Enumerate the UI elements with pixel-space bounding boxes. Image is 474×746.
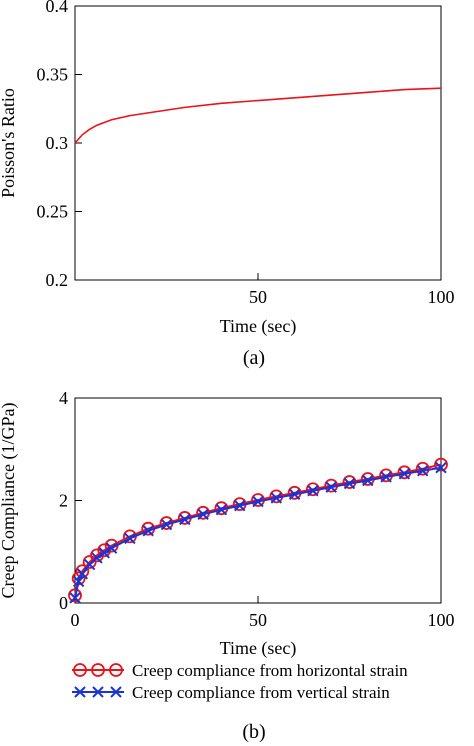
data-point [91,552,103,564]
data-point [252,495,264,508]
data-point [416,465,429,477]
data-point [76,568,89,580]
y-tick-label: 0.2 [46,270,69,290]
data-point [215,504,228,516]
data-point [398,468,411,480]
legend-entry: Creep compliance from vertical strain [72,683,390,702]
data-point [68,588,82,603]
legend-marker [74,686,86,698]
series-0 [74,87,442,144]
data-point [197,508,209,521]
y-tick-label: 4 [59,388,68,408]
y-tick-label: 0.3 [46,133,69,153]
x-axis-label: Time (sec) [220,316,297,337]
data-point [307,485,319,497]
x-tick-label: 50 [249,610,267,630]
chart-b: 0 2 4 0 50 100 Time (sec) Creep Compliance (1/G… [0,388,455,743]
x-tick-label: 100 [428,610,455,630]
y-tick-label: 0 [59,593,68,613]
data-point [380,471,392,483]
chart-a: 0.2 0.25 0.3 0.35 0.4 50 100 Time (sec) Poisson'… [0,0,455,369]
figure-caption: (a) [243,347,265,369]
legend-marker [109,663,123,677]
data-point [415,461,430,476]
data-point [435,461,447,474]
figure-caption: (b) [242,721,265,743]
x-tick-label: 50 [249,287,267,307]
data-point [124,532,136,545]
data-point [270,492,283,504]
legend-marker [92,686,104,698]
data-point [325,481,337,493]
data-point [142,525,154,537]
x-tick-label: 0 [71,610,80,630]
data-point [98,547,110,559]
legend-marker [91,663,105,677]
series-line [74,466,442,599]
legend-label: Creep compliance from horizontal strain [132,661,408,680]
data-point [233,499,246,512]
y-tick-label: 0.35 [37,65,69,85]
plot-frame [74,5,442,281]
legend-label: Creep compliance from vertical strain [132,683,390,702]
data-point [69,592,81,604]
data-point [179,513,191,526]
legend-marker [110,686,122,698]
y-tick-label: 0.4 [46,0,69,16]
data-point [343,477,356,490]
data-point [72,575,85,588]
legend: Creep compliance from horizontal strain C… [72,661,408,702]
series-1 [69,461,447,604]
series-line [74,87,442,144]
legend-entry: Creep compliance from horizontal strain [72,661,408,680]
y-axis-label: Poisson's Ratio [0,88,18,198]
series-line [74,463,442,596]
x-axis-label: Time (sec) [220,638,297,659]
data-point [160,518,173,531]
data-point [434,457,448,472]
x-tick-label: 100 [428,287,455,307]
data-point [288,488,301,501]
data-point [105,542,118,554]
y-tick-label: 0.25 [37,202,69,222]
y-axis-label: Creep Compliance (1/GPa) [0,403,19,599]
series-0 [68,457,448,603]
y-tick-label: 2 [59,491,68,511]
legend-marker [73,663,87,677]
data-point [362,474,374,487]
